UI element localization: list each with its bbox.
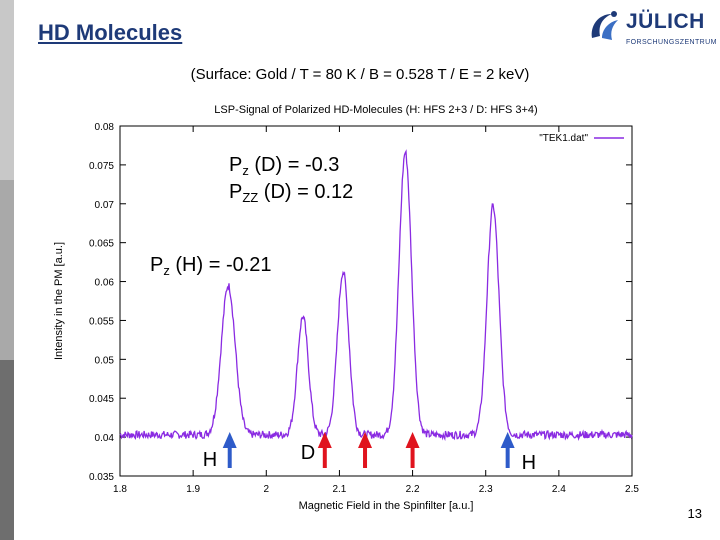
marker-arrow-head [317,432,332,448]
marker-label: H [203,449,217,471]
marker-label: D [301,442,315,464]
chart-title: LSP-Signal of Polarized HD-Molecules (H:… [214,104,537,116]
logo-name: JÜLICH [626,10,705,33]
juelich-logo: JÜLICH FORSCHUNGSZENTRUM [588,8,716,52]
annotation-pz-h: Pz (H) = -0.21 [150,254,272,278]
annotation-pz-h-value: (H) = -0.21 [170,254,272,276]
left-accent-bar-top [0,0,14,180]
y-tick-label: 0.055 [89,316,114,327]
x-tick-label: 1.8 [113,484,127,495]
annotation-pz-h-symbol: P [150,254,163,276]
marker-label: H [522,452,536,474]
logo-subtitle: FORSCHUNGSZENTRUM [626,39,717,46]
y-axis-label: Intensity in the PM [a.u.] [53,242,65,360]
left-accent-bar-middle [0,180,14,360]
annotation-pzz-d-symbol: P [229,181,242,203]
x-tick-label: 2.1 [332,484,346,495]
legend-label: "TEK1.dat" [539,133,588,144]
plot-frame [119,125,633,477]
y-tick-label: 0.075 [89,161,114,172]
marker-arrow-head [405,432,420,448]
x-tick-label: 2.2 [406,484,420,495]
y-tick-label: 0.06 [95,278,115,289]
y-tick-label: 0.07 [95,200,115,211]
annotation-pzz-d: PZZ (D) = 0.12 [229,181,353,205]
annotation-pzz-d-value: (D) = 0.12 [258,181,353,203]
slide-title: HD Molecules [38,20,183,45]
x-axis-label: Magnetic Field in the Spinfilter [a.u.] [299,500,474,512]
marker-arrow-head [222,432,237,448]
y-tick-label: 0.045 [89,394,114,405]
annotation-pz-h-sub: z [163,263,170,278]
x-tick-label: 2.4 [552,484,566,495]
marker-arrow: D [301,432,332,468]
logo-mark-icon [591,11,618,40]
marker-arrow-head [358,432,373,448]
annotation-pzz-d-sub: ZZ [242,190,258,205]
annotation-pz-d-value: (D) = -0.3 [249,154,340,176]
ticks [119,125,633,477]
marker-arrow: H [500,432,536,474]
marker-arrow-head [500,432,515,448]
y-tick-label: 0.065 [89,239,114,250]
marker-arrow [358,432,373,468]
y-tick-label: 0.08 [95,122,115,133]
x-tick-label: 2 [264,484,270,495]
x-tick-label: 2.3 [479,484,493,495]
annotation-pz-d: Pz (D) = -0.3 [229,154,339,178]
slide-subtitle: (Surface: Gold / T = 80 K / B = 0.528 T … [190,66,530,83]
page-number: 13 [687,506,702,521]
x-tick-label: 2.5 [625,484,639,495]
y-tick-label: 0.05 [95,355,115,366]
y-tick-label: 0.04 [95,433,115,444]
annotation-pz-d-sub: z [242,163,249,178]
y-tick-label: 0.035 [89,472,114,483]
marker-arrow: H [203,432,237,471]
x-tick-label: 1.9 [186,484,200,495]
left-accent-bar-bottom [0,360,14,540]
tick-labels: 1.8 1.9 2 2.1 2.2 2.3 2.4 2.5 0.035 0.04 0.045 0.05… [89,122,639,495]
annotation-pz-d-symbol: P [229,154,242,176]
data-series-trace [119,149,633,442]
marker-arrow [405,432,420,468]
